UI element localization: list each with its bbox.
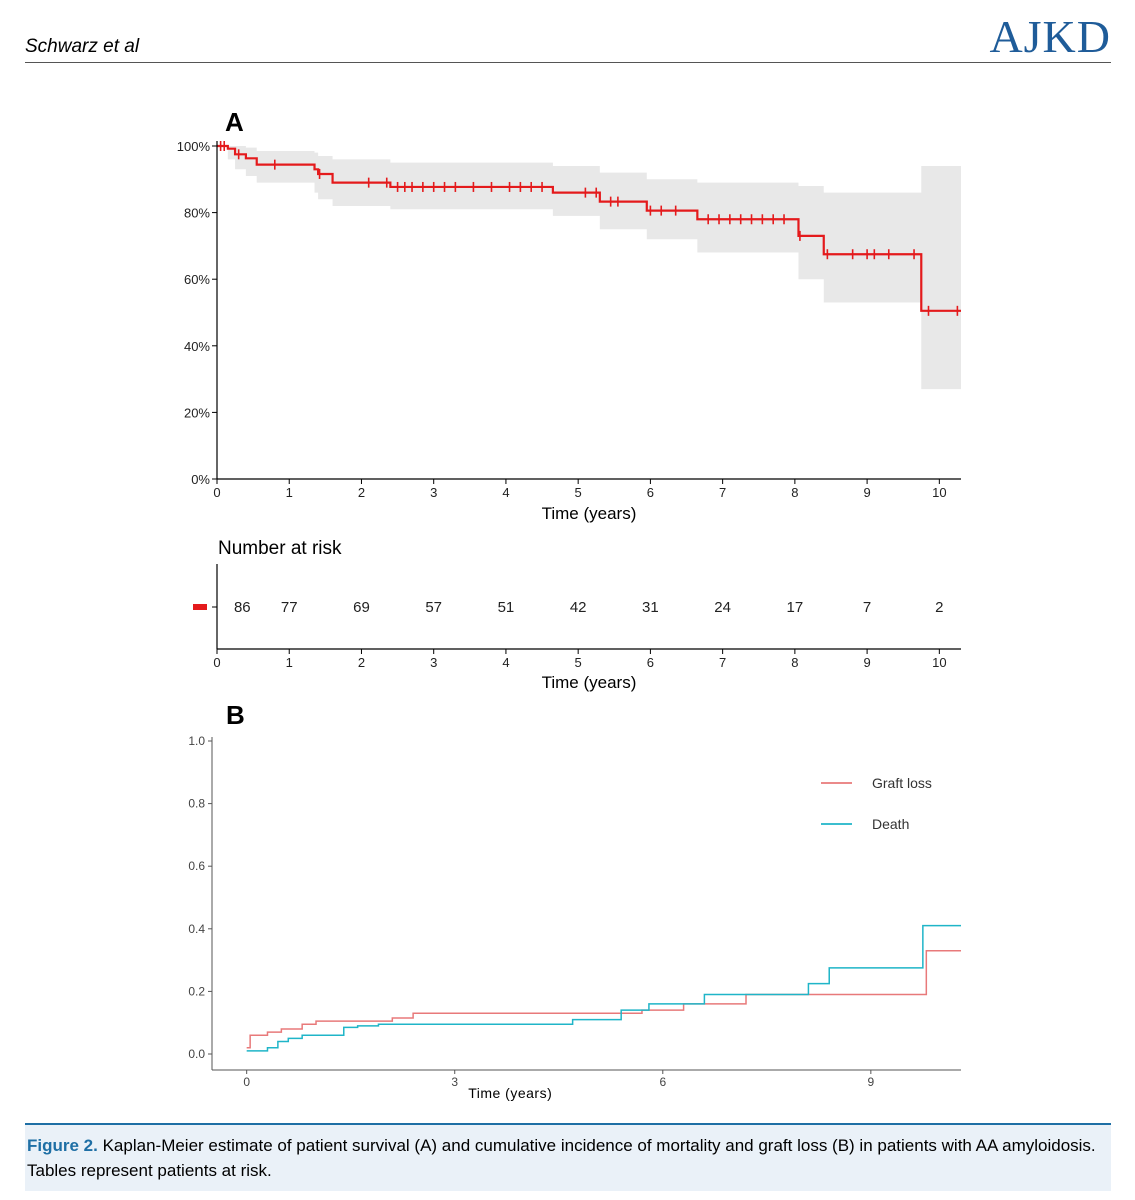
x-tick-label: 1 (286, 485, 293, 500)
panel-a-label: A (225, 107, 244, 137)
x-axis-title: Time (years) (542, 504, 637, 523)
risk-count: 69 (353, 599, 370, 616)
risk-row-legend-swatch (193, 604, 207, 610)
figure-caption: Figure 2. Kaplan-Meier estimate of patie… (25, 1123, 1111, 1191)
risk-count: 7 (863, 599, 871, 616)
risk-x-axis-title: Time (years) (542, 673, 637, 692)
risk-count: 24 (714, 599, 731, 616)
x-tick-label: 9 (863, 485, 870, 500)
risk-x-tick-label: 3 (430, 655, 437, 670)
x-tick-label: 6 (647, 485, 654, 500)
header-divider (25, 62, 1111, 63)
risk-x-tick-label: 1 (286, 655, 293, 670)
survival-curve (217, 144, 961, 312)
risk-count: 86 (234, 599, 251, 616)
panel-b-label: B (226, 700, 245, 730)
risk-x-tick-label: 6 (647, 655, 654, 670)
risk-count: 2 (935, 599, 943, 616)
risk-x-tick-label: 10 (932, 655, 946, 670)
risk-count: 31 (642, 599, 659, 616)
y-tick-label: 0% (191, 472, 210, 487)
x-tick-label: 8 (791, 485, 798, 500)
y-tick-label: 40% (184, 339, 210, 354)
y-tick-label: 60% (184, 272, 210, 287)
x-tick-label: 2 (358, 485, 365, 500)
risk-count: 42 (570, 599, 587, 616)
y-tick-label: 100% (177, 139, 211, 154)
x-tick-label: 5 (575, 485, 582, 500)
risk-count: 57 (425, 599, 442, 616)
journal-logo: AJKD (989, 11, 1111, 62)
risk-x-tick-label: 8 (791, 655, 798, 670)
risk-table-title: Number at risk (218, 538, 342, 559)
risk-x-tick-label: 4 (502, 655, 509, 670)
header-authors: Schwarz et al (25, 36, 140, 57)
y-tick-label: 20% (184, 405, 210, 420)
risk-x-tick-label: 9 (863, 655, 870, 670)
risk-x-tick-label: 0 (213, 655, 220, 670)
figure-label: Figure 2. (27, 1136, 98, 1155)
risk-count: 77 (281, 599, 298, 616)
confidence-band (217, 146, 961, 390)
y-tick-label: 80% (184, 206, 210, 221)
risk-x-tick-label: 2 (358, 655, 365, 670)
risk-x-tick-label: 5 (575, 655, 582, 670)
risk-count: 51 (498, 599, 515, 616)
risk-x-tick-label: 7 (719, 655, 726, 670)
figure-caption-text: Kaplan-Meier estimate of patient surviva… (27, 1136, 1096, 1180)
x-tick-label: 4 (502, 485, 509, 500)
x-tick-label: 7 (719, 485, 726, 500)
x-tick-label: 0 (213, 485, 220, 500)
risk-count: 17 (787, 599, 804, 616)
x-tick-label: 10 (932, 485, 946, 500)
x-tick-label: 3 (430, 485, 437, 500)
